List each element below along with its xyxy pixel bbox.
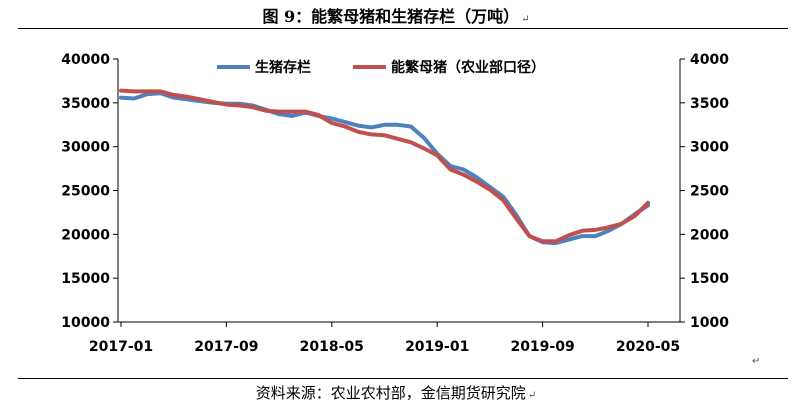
x-tick-label: 2019-09 <box>510 339 574 355</box>
x-tick-label: 2019-01 <box>405 339 469 355</box>
y-right-tick-label: 1500 <box>690 271 729 287</box>
y-left-tick-label: 20000 <box>61 227 110 243</box>
paragraph-mark-icon: ↵ <box>527 390 537 401</box>
y-left-tick-label: 15000 <box>61 271 110 287</box>
x-tick-label: 2020-05 <box>616 339 680 355</box>
chart-legend: 生猪存栏 能繁母猪（农业部口径） <box>217 59 545 76</box>
y-left-tick-label: 10000 <box>61 315 110 331</box>
y-right-tick-label: 2500 <box>690 184 729 200</box>
chart-series <box>119 88 650 246</box>
legend-item-sows-label: 能繁母猪（农业部口径） <box>391 59 545 76</box>
y-right-tick-label: 2000 <box>690 227 729 243</box>
series-line-sows <box>119 88 650 244</box>
source-note: 资料来源：农业农村部，金信期货研究院 ↵ <box>0 382 792 403</box>
legend-item-hogs-label: 生猪存栏 <box>255 59 311 76</box>
chart-axes: 40000 35000 30000 25000 20000 15000 10000 4000 3… <box>61 52 729 355</box>
series-line-hogs <box>119 91 650 246</box>
y-right-tick-label: 3500 <box>690 96 729 112</box>
source-text: 资料来源：农业农村部，金信期货研究院 <box>255 384 526 402</box>
y-right-tick-label: 1000 <box>690 315 729 331</box>
paragraph-mark-icon: ↵ <box>521 14 530 25</box>
y-right-tick-label: 3000 <box>690 140 729 156</box>
top-rule <box>18 28 788 29</box>
x-tick-label: 2017-09 <box>194 339 258 355</box>
y-left-tick-label: 25000 <box>61 184 110 200</box>
y-left-tick-label: 30000 <box>61 140 110 156</box>
y-left-tick-label: 35000 <box>61 96 110 112</box>
y-right-tick-label: 4000 <box>690 52 729 68</box>
chart-title-text: 图 9：能繁母猪和生猪存栏（万吨） <box>262 7 520 26</box>
y-left-tick-label: 40000 <box>61 52 110 68</box>
bottom-rule <box>18 378 788 379</box>
paragraph-mark-icon: ↵ <box>752 356 761 367</box>
x-tick-label: 2018-05 <box>300 339 364 355</box>
x-tick-label: 2017-01 <box>89 339 153 355</box>
chart-title: 图 9：能繁母猪和生猪存栏（万吨） ↵ <box>0 3 792 27</box>
